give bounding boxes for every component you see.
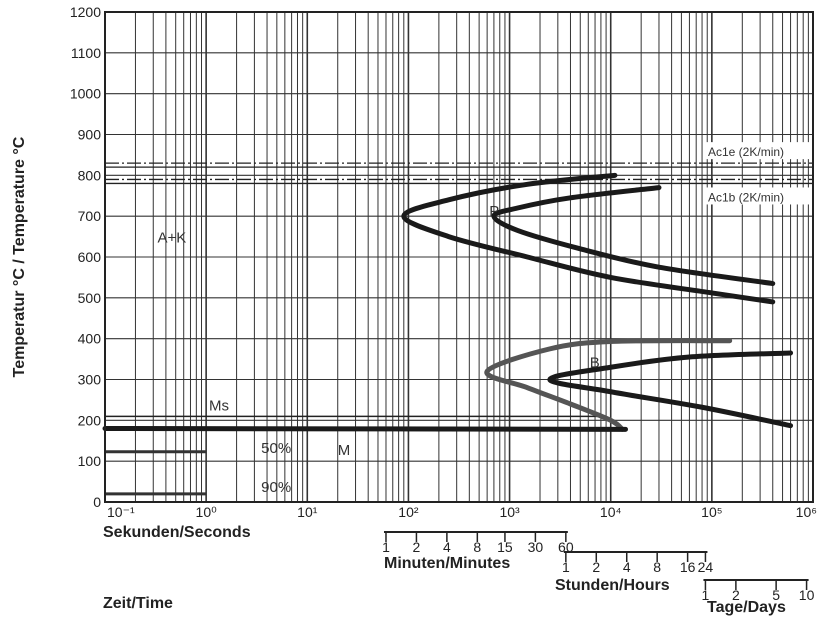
- secondary-tick-label: 16: [680, 559, 696, 575]
- time-label: Zeit/Time: [103, 595, 173, 612]
- curve-ms: [102, 426, 628, 432]
- y-axis-label: Temperatur °C / Temperature °C: [11, 136, 28, 377]
- y-tick-label: 600: [78, 249, 102, 265]
- region-label: B: [590, 354, 600, 371]
- secondary-axis-label: Stunden/Hours: [555, 577, 670, 594]
- x-tick-label: 10²: [398, 504, 419, 520]
- ac-label-bg: [704, 187, 810, 205]
- region-label: A+K: [157, 230, 186, 247]
- region-labels: A+K P B M 50% 90%: [157, 203, 599, 496]
- curve-p: [491, 185, 776, 287]
- y-tick-label: 200: [78, 412, 102, 428]
- x-tick-label: 10⁵: [701, 504, 722, 520]
- secondary-tick-label: 1: [562, 559, 570, 575]
- y-tick-label: 0: [93, 494, 101, 510]
- secondary-tick-label: 24: [698, 559, 714, 575]
- y-tick-label: 800: [78, 167, 102, 183]
- ac-label: Ac1e (2K/min): [708, 145, 784, 159]
- y-tick-label: 900: [78, 127, 102, 143]
- reference-lines: Ac1e (2K/min) Ac1b (2K/min) Ms: [105, 142, 813, 418]
- curve-b: [484, 338, 733, 432]
- secondary-tick-label: 5: [772, 587, 780, 603]
- x-axis-label: Sekunden/Seconds: [103, 524, 251, 541]
- secondary-tick-label: 10: [799, 587, 815, 603]
- transformation-curves: [102, 172, 794, 496]
- region-label: P: [489, 203, 499, 220]
- secondary-tick-label: 15: [497, 539, 513, 555]
- y-tick-label: 400: [78, 331, 102, 347]
- x-tick-label: 10⁴: [600, 504, 622, 520]
- x-tick-label: 10⁻¹: [107, 504, 135, 520]
- ac-label-bg: [704, 142, 810, 160]
- secondary-tick-label: 4: [623, 559, 631, 575]
- region-label: M: [338, 442, 351, 459]
- secondary-tick-label: 2: [732, 587, 740, 603]
- y-tick-label: 1000: [70, 86, 101, 102]
- y-tick-label: 1200: [70, 4, 101, 20]
- secondary-tick-label: 4: [443, 539, 451, 555]
- y-tick-label: 100: [78, 453, 102, 469]
- region-label: 90%: [261, 479, 291, 496]
- secondary-tick-label: 2: [413, 539, 421, 555]
- x-tick-label: 10¹: [297, 504, 318, 520]
- secondary-tick-label: 1: [702, 587, 710, 603]
- secondary-axis-label: Minuten/Minutes: [384, 555, 510, 572]
- x-tick-label: 10³: [499, 504, 520, 520]
- secondary-axis-label: Tage/Days: [707, 599, 786, 616]
- ms-label: Ms: [209, 397, 229, 414]
- region-label: 50%: [261, 440, 291, 457]
- y-tick-label: 300: [78, 372, 102, 388]
- y-tick-label: 1100: [71, 45, 101, 61]
- x-tick-label: 10⁰: [196, 504, 218, 520]
- y-tick-label: 700: [78, 208, 102, 224]
- curve-p: [401, 172, 776, 305]
- tick-labels: 0 100 200 300 400 500 600 700 800 900 1000 1100 1200…: [70, 4, 817, 520]
- plot-frame: [104, 11, 814, 503]
- curve-b: [547, 350, 794, 429]
- x-tick-label: 10⁶: [796, 504, 817, 520]
- secondary-tick-label: 2: [592, 559, 600, 575]
- secondary-tick-label: 8: [473, 539, 481, 555]
- secondary-tick-label: 1: [382, 539, 390, 555]
- ac-label: Ac1b (2K/min): [708, 190, 784, 204]
- secondary-tick-label: 8: [653, 559, 661, 575]
- y-tick-label: 500: [78, 290, 102, 306]
- secondary-tick-label: 30: [528, 539, 544, 555]
